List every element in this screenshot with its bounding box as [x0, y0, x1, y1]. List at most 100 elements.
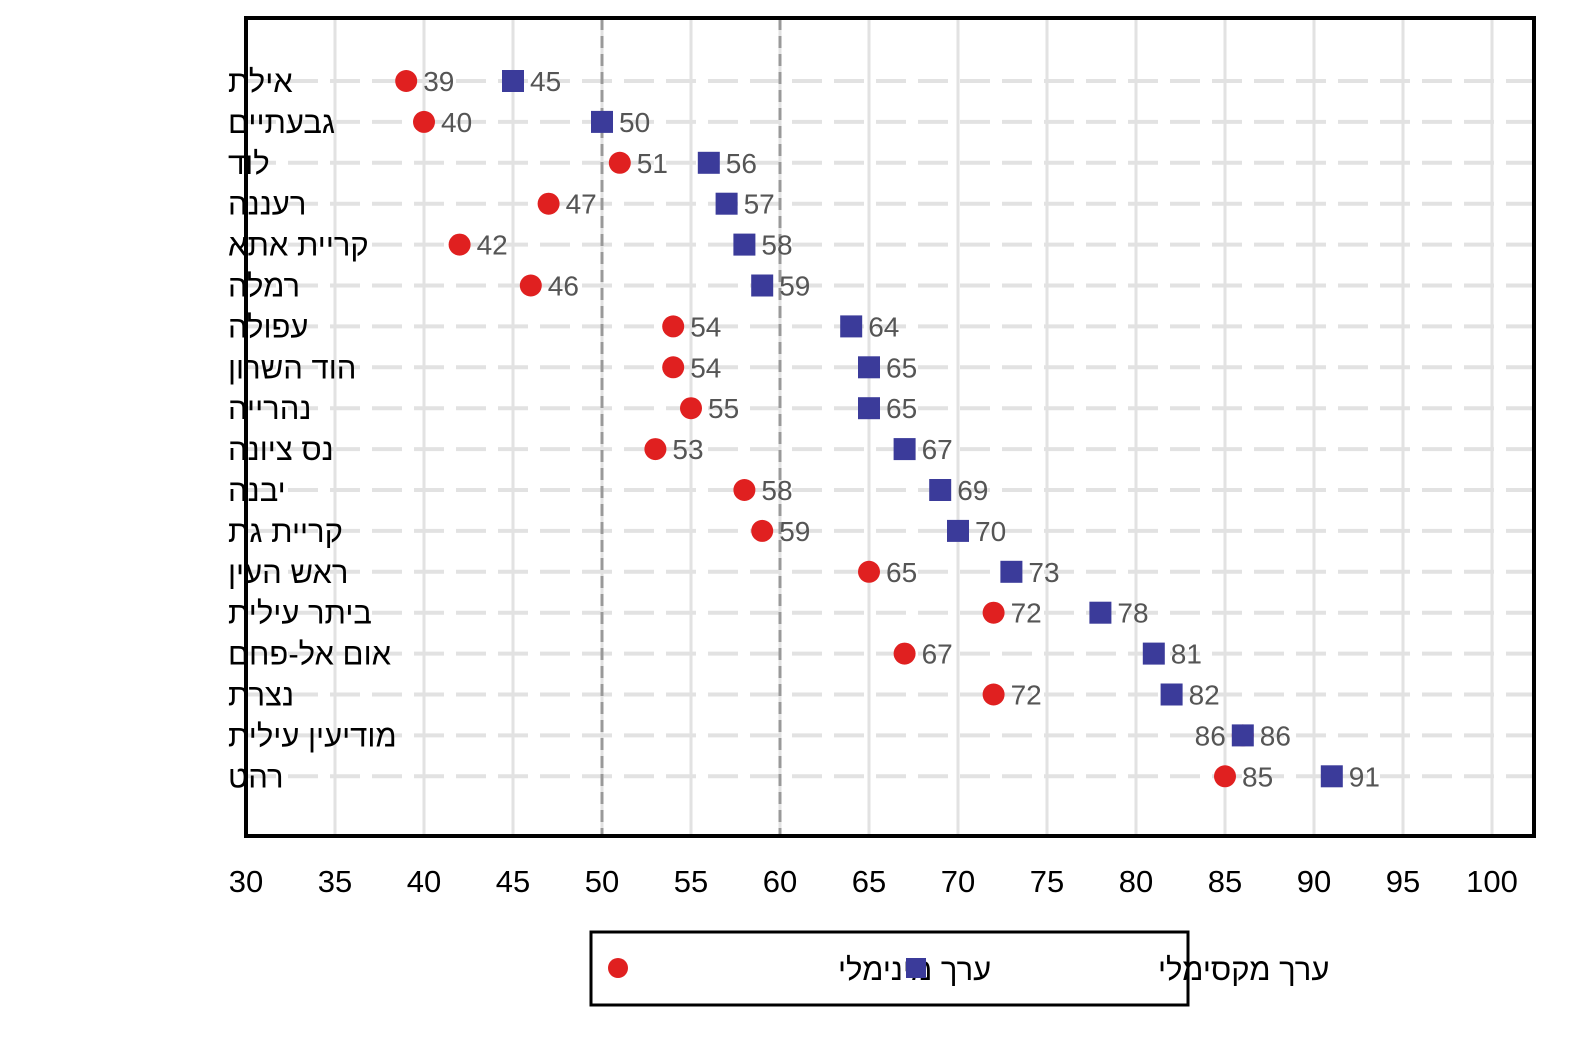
data-label: 85 [1242, 761, 1273, 792]
data-label: 58 [761, 230, 792, 261]
max-value-point [733, 233, 756, 256]
data-label: 50 [619, 107, 650, 138]
x-tick-label: 65 [852, 864, 886, 899]
data-label: 72 [1011, 680, 1042, 711]
data-label: 56 [726, 148, 757, 179]
min-value-point [662, 356, 685, 379]
data-label: 78 [1117, 598, 1148, 629]
legend: ערך מינימלי ערך מקסימלי [589, 930, 1329, 1007]
y-category-label: ביתר עילית [228, 596, 372, 631]
x-tick-label: 55 [674, 864, 708, 899]
min-value-point [608, 151, 631, 174]
min-value-point [448, 233, 471, 256]
data-label: 67 [922, 434, 953, 465]
data-label: 82 [1189, 680, 1220, 711]
x-tick-label: 95 [1386, 864, 1420, 899]
x-tick-label: 50 [585, 864, 619, 899]
max-value-point [1089, 601, 1112, 624]
y-category-label: גבעתיים [228, 105, 335, 140]
max-value-point [715, 192, 738, 215]
data-label: 91 [1349, 761, 1380, 792]
min-value-point [537, 192, 560, 215]
data-label: 72 [1011, 598, 1042, 629]
min-value-point [395, 70, 418, 92]
min-value-point [680, 397, 702, 420]
data-label: 45 [530, 66, 561, 97]
y-category-label: נצרת [228, 678, 294, 713]
y-category-label: עפולה [228, 309, 308, 344]
y-category-label: רעננה [228, 187, 306, 222]
max-value-point [591, 110, 613, 133]
legend-min-marker [608, 958, 628, 978]
x-axis-ticks: 30 35 40 45 50 55 60 65 70 75 80 85 90 95 100 [229, 864, 1518, 899]
min-value-point [644, 438, 667, 461]
data-label: 57 [744, 189, 775, 220]
x-tick-label: 45 [496, 864, 530, 899]
x-tick-label: 40 [407, 864, 441, 899]
data-label: 86 [1195, 720, 1226, 751]
data-label: 42 [477, 230, 508, 261]
y-category-label: לוד [228, 146, 270, 181]
data-label: 65 [886, 557, 917, 588]
max-value-point [1231, 724, 1254, 747]
x-tick-label: 75 [1030, 864, 1064, 899]
min-value-point [413, 110, 435, 133]
min-value-point [751, 519, 774, 542]
max-value-point [502, 70, 524, 92]
min-value-point [982, 601, 1005, 624]
max-value-point [947, 519, 969, 542]
min-value-point [893, 642, 916, 665]
data-label: 40 [441, 107, 472, 138]
y-category-label: אום אל-פחם [228, 637, 392, 672]
data-label: 51 [637, 148, 668, 179]
data-label: 86 [1260, 720, 1291, 751]
y-category-label: מודיעין עילית [228, 718, 397, 753]
y-category-label: אילת [228, 64, 293, 99]
data-label: 73 [1028, 557, 1059, 588]
y-category-label: נס ציונה [228, 432, 334, 467]
min-value-point [982, 683, 1005, 706]
data-label: 64 [868, 311, 899, 342]
x-tick-label: 70 [941, 864, 975, 899]
data-label: 46 [548, 271, 579, 302]
max-value-point [929, 479, 952, 501]
y-category-label: רהט [228, 759, 284, 794]
data-label: 39 [423, 66, 454, 97]
x-tick-label: 90 [1297, 864, 1331, 899]
grid [244, 18, 1534, 836]
data-label: 59 [779, 516, 810, 547]
data-label: 67 [922, 639, 953, 670]
max-value-point [751, 274, 774, 297]
data-label: 47 [566, 189, 597, 220]
y-category-label: הוד השרון [228, 350, 356, 385]
reference-lines [600, 18, 782, 836]
max-value-point [1000, 560, 1023, 583]
data-label: 65 [886, 352, 917, 383]
max-value-point [1142, 642, 1165, 665]
max-value-point [858, 356, 880, 379]
max-value-point [1320, 765, 1343, 788]
data-label: 54 [690, 352, 721, 383]
data-label: 54 [690, 311, 721, 342]
min-value-point [733, 479, 756, 501]
y-category-label: נהרייה [228, 391, 311, 426]
legend-max-label: ערך מקסימלי [1158, 952, 1329, 987]
y-axis-labels: אילת גבעתיים לוד רעננה קריית אתא רמלה עפולה הוד… [228, 64, 397, 794]
legend-max-marker [906, 958, 926, 978]
x-tick-label: 60 [763, 864, 797, 899]
min-value-point [858, 560, 880, 583]
min-value-point [519, 274, 542, 297]
x-tick-label: 100 [1466, 864, 1518, 899]
data-label: 81 [1171, 639, 1202, 670]
min-value-point [1214, 765, 1236, 788]
data-label: 69 [957, 475, 988, 506]
max-value-point [1160, 683, 1183, 706]
max-value-point [840, 315, 863, 338]
plot-frame [244, 16, 1536, 838]
data-label: 55 [708, 393, 739, 424]
min-value-point [662, 315, 685, 338]
data-label: 58 [761, 475, 792, 506]
x-tick-label: 35 [318, 864, 352, 899]
